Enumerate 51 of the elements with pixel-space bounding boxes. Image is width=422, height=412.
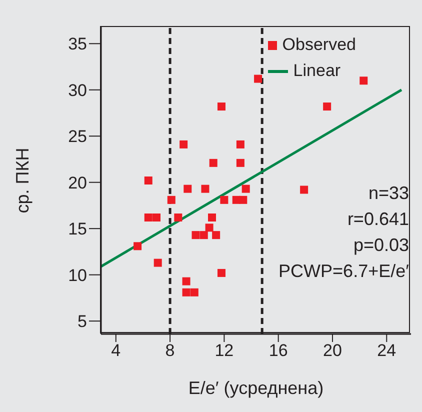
annotation: r=0.641 xyxy=(346,208,409,231)
point xyxy=(154,258,162,267)
y-tick-label: 10 xyxy=(68,266,87,285)
point xyxy=(144,176,152,184)
y-tick-label: 30 xyxy=(68,80,87,100)
point xyxy=(212,231,220,240)
point xyxy=(182,277,190,286)
y-tick-label: 25 xyxy=(68,127,87,146)
point xyxy=(208,213,216,222)
point xyxy=(134,242,142,250)
point xyxy=(217,102,226,111)
point xyxy=(254,74,262,83)
point xyxy=(220,196,228,204)
y-tick-label: 15 xyxy=(68,220,87,239)
point xyxy=(300,186,308,194)
point xyxy=(180,140,188,148)
point xyxy=(242,184,250,193)
point xyxy=(323,102,332,111)
point xyxy=(209,158,218,167)
point xyxy=(239,196,248,204)
point xyxy=(217,268,226,277)
x-tick-label: 16 xyxy=(268,341,288,360)
point xyxy=(144,213,152,222)
x-tick-label: 20 xyxy=(323,341,342,360)
point xyxy=(200,231,208,240)
annotation: PCWP=6.7+E/e′ xyxy=(278,260,409,283)
point xyxy=(182,288,190,296)
point xyxy=(184,184,192,193)
point xyxy=(201,184,210,193)
y-axis-title: ср. ПКН xyxy=(12,148,32,214)
point xyxy=(152,213,160,222)
x-tick-label: 24 xyxy=(377,341,396,360)
annotation: p=0.03 xyxy=(352,234,409,257)
point xyxy=(236,158,244,167)
y-tick-label: 35 xyxy=(68,34,87,54)
legend-label: Linear xyxy=(293,60,341,82)
point xyxy=(236,140,244,148)
y-tick-label: 20 xyxy=(68,173,87,192)
point xyxy=(174,213,182,222)
x-tick-label: 12 xyxy=(214,341,234,360)
x-tick-label: 4 xyxy=(111,341,121,360)
point xyxy=(360,76,368,85)
y-tick-label: 5 xyxy=(78,312,87,332)
point xyxy=(192,231,200,240)
legend-label: Observed xyxy=(282,34,356,56)
annotation: n=33 xyxy=(367,182,409,205)
point xyxy=(205,224,214,232)
x-axis-title: E/e′ (усреднена) xyxy=(188,378,324,398)
point xyxy=(167,196,176,204)
x-tick-label: 8 xyxy=(165,341,175,360)
point xyxy=(190,288,198,296)
